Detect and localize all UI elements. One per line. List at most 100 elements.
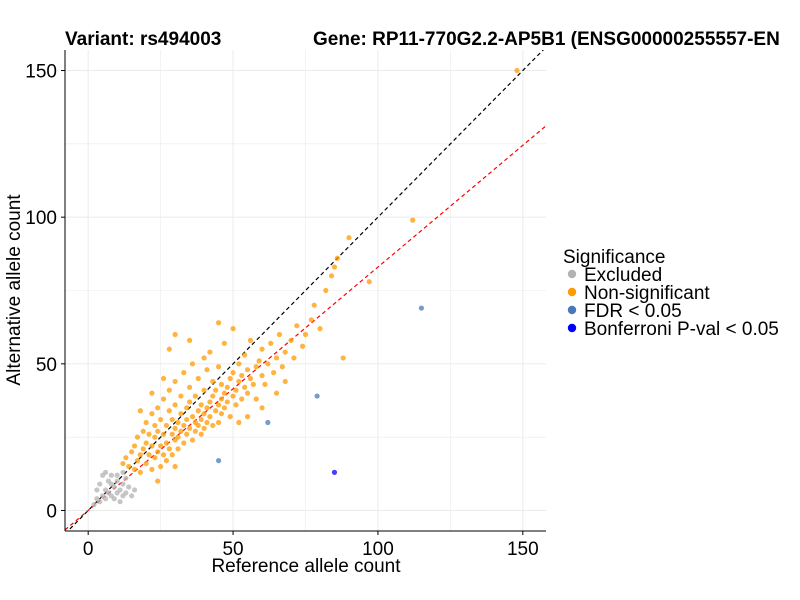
y-axis-ticks: 0 50 100 150 [25, 62, 65, 522]
data-point-non-significant [189, 437, 196, 443]
data-point-non-significant [230, 393, 236, 399]
y-tick-label: 50 [36, 355, 57, 376]
data-point-non-significant [155, 478, 161, 484]
data-point-non-significant [189, 414, 196, 420]
data-point-non-significant [184, 416, 190, 423]
data-point-non-significant [175, 446, 181, 452]
data-point-non-significant [146, 452, 152, 458]
data-point-non-significant [218, 396, 225, 402]
legend-key-fdr-0-05 [567, 305, 577, 315]
data-point-non-significant [134, 434, 141, 440]
x-axis-label: Reference allele count [211, 556, 401, 577]
data-point-non-significant [158, 463, 164, 470]
data-point-non-significant [131, 443, 138, 449]
data-point-non-significant [195, 375, 201, 382]
data-point-non-significant [207, 399, 213, 405]
data-point-non-significant [221, 390, 227, 396]
legend-key-bonferroni-p-val-0-05 [567, 323, 577, 333]
legend-label-bonferroni-p-val-0-05: Bonferroni P-val < 0.05 [584, 319, 779, 340]
data-point-non-significant [227, 414, 233, 420]
data-point-non-significant [204, 405, 210, 411]
data-point-non-significant [158, 416, 164, 423]
data-point-non-significant [189, 361, 196, 367]
data-point-non-significant [279, 364, 285, 370]
data-point-non-significant [178, 428, 184, 434]
x-axis-ticks: 0 50 100 150 [83, 531, 539, 560]
data-point-non-significant [181, 370, 187, 376]
data-point-non-significant [178, 411, 184, 417]
data-point-non-significant [149, 466, 155, 473]
data-point-non-significant [120, 460, 126, 467]
data-point-non-significant [244, 390, 251, 396]
data-point-non-significant [346, 235, 352, 241]
data-point-non-significant [323, 287, 329, 294]
reference-lines [65, 50, 546, 531]
data-point-excluded [111, 496, 117, 502]
data-point-excluded [97, 499, 103, 505]
x-tick-label: 150 [507, 539, 539, 560]
data-point-non-significant [152, 422, 158, 429]
data-point-non-significant [253, 396, 259, 402]
chart-title-variant: Variant: rs494003 [65, 29, 221, 50]
data-point-non-significant [172, 331, 178, 338]
legend-key-excluded [567, 269, 577, 279]
data-point-non-significant [204, 419, 210, 426]
data-point-non-significant [186, 337, 193, 343]
data-point-non-significant [308, 317, 314, 323]
x-tick-label: 50 [222, 539, 243, 560]
data-point-fdr-0-05 [215, 458, 222, 464]
data-point-non-significant [143, 460, 149, 467]
data-point-non-significant [259, 372, 265, 379]
data-point-non-significant [334, 255, 340, 261]
data-point-non-significant [215, 364, 222, 370]
data-point-non-significant [265, 361, 271, 367]
data-point-non-significant [239, 396, 245, 402]
data-point-non-significant [213, 408, 219, 414]
data-point-non-significant [215, 419, 222, 426]
data-point-non-significant [294, 323, 300, 329]
legend: Significance ExcludedNon-significantFDR … [563, 247, 779, 340]
data-point-non-significant [366, 279, 372, 285]
data-point-non-significant [215, 402, 222, 408]
data-point-excluded [91, 502, 97, 508]
data-point-non-significant [236, 419, 242, 426]
data-point-excluded [123, 490, 129, 496]
data-point-non-significant [514, 67, 520, 74]
data-point-non-significant [146, 431, 152, 437]
data-point-non-significant [184, 431, 190, 437]
data-point-non-significant [201, 387, 207, 393]
data-point-non-significant [163, 440, 170, 446]
data-point-excluded [117, 487, 123, 493]
data-point-non-significant [230, 370, 236, 376]
data-point-non-significant [213, 387, 219, 393]
data-point-excluded [117, 499, 123, 505]
data-point-non-significant [242, 352, 248, 358]
data-point-non-significant [311, 302, 317, 308]
data-point-excluded [129, 493, 135, 499]
data-point-non-significant [163, 458, 170, 464]
data-point-non-significant [160, 431, 167, 437]
data-point-non-significant [227, 375, 233, 382]
data-point-non-significant [198, 431, 204, 437]
data-point-non-significant [140, 428, 146, 434]
data-point-non-significant [158, 443, 164, 449]
data-point-non-significant [233, 402, 239, 408]
data-point-fdr-0-05 [314, 393, 320, 399]
data-point-non-significant [178, 393, 184, 399]
legend-key-non-significant [567, 287, 577, 297]
data-point-non-significant [198, 402, 204, 408]
data-point-non-significant [140, 446, 146, 452]
data-points [91, 67, 520, 508]
data-point-non-significant [218, 411, 225, 417]
data-point-non-significant [169, 452, 175, 458]
data-point-non-significant [207, 349, 213, 355]
data-point-non-significant [331, 264, 338, 270]
data-point-non-significant [172, 378, 178, 385]
data-point-non-significant [137, 452, 143, 458]
data-point-non-significant [271, 370, 277, 376]
data-point-non-significant [282, 378, 288, 385]
data-point-non-significant [195, 408, 201, 414]
data-point-non-significant [273, 390, 280, 396]
data-point-non-significant [175, 434, 181, 440]
